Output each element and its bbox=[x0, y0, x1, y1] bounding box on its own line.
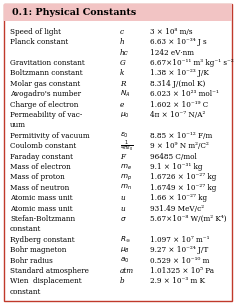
Text: Coulomb constant: Coulomb constant bbox=[10, 142, 76, 150]
Text: $\sigma$: $\sigma$ bbox=[120, 215, 127, 223]
Text: 1.6749 × 10⁻²⁷ kg: 1.6749 × 10⁻²⁷ kg bbox=[150, 184, 216, 192]
Text: c: c bbox=[120, 28, 124, 36]
Text: Gravitation constant: Gravitation constant bbox=[10, 59, 85, 67]
Text: u: u bbox=[120, 205, 125, 213]
Text: constant: constant bbox=[10, 288, 41, 296]
Bar bbox=[4, 4, 232, 21]
Text: R: R bbox=[120, 80, 126, 88]
Text: Atomic mass unit: Atomic mass unit bbox=[10, 194, 73, 202]
Text: 5.67×10⁻⁸ W/(m² K⁴): 5.67×10⁻⁸ W/(m² K⁴) bbox=[150, 215, 227, 223]
Text: $N_A$: $N_A$ bbox=[120, 89, 131, 99]
Text: 1.602 × 10⁻¹⁹ C: 1.602 × 10⁻¹⁹ C bbox=[150, 101, 208, 109]
Text: 3 × 10⁸ m/s: 3 × 10⁸ m/s bbox=[150, 28, 193, 36]
Text: F: F bbox=[120, 152, 125, 160]
Text: 96485 C/mol: 96485 C/mol bbox=[150, 152, 197, 160]
Text: Bohr radius: Bohr radius bbox=[10, 257, 53, 264]
Text: 0.529 × 10⁻¹⁰ m: 0.529 × 10⁻¹⁰ m bbox=[150, 257, 209, 264]
Text: Faraday constant: Faraday constant bbox=[10, 152, 73, 160]
Text: 4π × 10⁻⁷ N/A²: 4π × 10⁻⁷ N/A² bbox=[150, 111, 205, 119]
Text: hc: hc bbox=[120, 48, 129, 56]
Text: $m_e$: $m_e$ bbox=[120, 162, 132, 171]
Text: 1242 eV·nm: 1242 eV·nm bbox=[150, 48, 194, 56]
Text: u: u bbox=[120, 194, 125, 202]
Text: 6.63 × 10⁻³⁴ J s: 6.63 × 10⁻³⁴ J s bbox=[150, 38, 207, 46]
Text: $\mu_0$: $\mu_0$ bbox=[120, 110, 130, 120]
Text: Speed of light: Speed of light bbox=[10, 28, 61, 36]
Text: uum: uum bbox=[10, 121, 26, 129]
Text: 9.1 × 10⁻³¹ kg: 9.1 × 10⁻³¹ kg bbox=[150, 163, 202, 171]
Text: Bohr magneton: Bohr magneton bbox=[10, 246, 66, 254]
Text: $\epsilon_0$: $\epsilon_0$ bbox=[120, 131, 129, 140]
Text: Mass of electron: Mass of electron bbox=[10, 163, 71, 171]
Text: $a_0$: $a_0$ bbox=[120, 256, 129, 265]
Text: Mass of proton: Mass of proton bbox=[10, 173, 65, 181]
Text: e: e bbox=[120, 101, 124, 109]
Text: Mass of neutron: Mass of neutron bbox=[10, 184, 69, 192]
Text: Molar gas constant: Molar gas constant bbox=[10, 80, 80, 88]
Text: 1.66 × 10⁻²⁷ kg: 1.66 × 10⁻²⁷ kg bbox=[150, 194, 207, 202]
Text: Rydberg constant: Rydberg constant bbox=[10, 236, 75, 244]
Text: 1.6726 × 10⁻²⁷ kg: 1.6726 × 10⁻²⁷ kg bbox=[150, 173, 216, 181]
Text: 1.097 × 10⁷ m⁻¹: 1.097 × 10⁷ m⁻¹ bbox=[150, 236, 210, 244]
Text: 6.67×10⁻¹¹ m³ kg⁻¹ s⁻²: 6.67×10⁻¹¹ m³ kg⁻¹ s⁻² bbox=[150, 59, 234, 67]
Text: $\mu_B$: $\mu_B$ bbox=[120, 246, 130, 255]
Text: 8.314 J/(mol K): 8.314 J/(mol K) bbox=[150, 80, 205, 88]
Text: b: b bbox=[120, 277, 125, 285]
Text: Boltzmann constant: Boltzmann constant bbox=[10, 69, 83, 77]
Text: 9 × 10⁹ N m²/C²: 9 × 10⁹ N m²/C² bbox=[150, 142, 209, 150]
Text: h: h bbox=[120, 38, 125, 46]
Text: constant: constant bbox=[10, 225, 41, 233]
Text: atm: atm bbox=[120, 267, 134, 275]
Text: Standard atmosphere: Standard atmosphere bbox=[10, 267, 89, 275]
Text: 1.01325 × 10⁵ Pa: 1.01325 × 10⁵ Pa bbox=[150, 267, 214, 275]
Text: Stefan-Boltzmann: Stefan-Boltzmann bbox=[10, 215, 75, 223]
Text: Atomic mass unit: Atomic mass unit bbox=[10, 205, 73, 213]
Text: Planck constant: Planck constant bbox=[10, 38, 68, 46]
Text: 0.1: Physical Constants: 0.1: Physical Constants bbox=[12, 8, 136, 17]
Text: Wien  displacement: Wien displacement bbox=[10, 277, 82, 285]
Text: 9.27 × 10⁻²⁴ J/T: 9.27 × 10⁻²⁴ J/T bbox=[150, 246, 208, 254]
Text: 8.85 × 10⁻¹² F/m: 8.85 × 10⁻¹² F/m bbox=[150, 132, 212, 140]
Text: k: k bbox=[120, 69, 124, 77]
Text: 931.49 MeV/c²: 931.49 MeV/c² bbox=[150, 205, 204, 213]
Text: G: G bbox=[120, 59, 126, 67]
Text: Permitivity of vacuum: Permitivity of vacuum bbox=[10, 132, 90, 140]
Text: $\frac{1}{4\pi\epsilon_0}$: $\frac{1}{4\pi\epsilon_0}$ bbox=[120, 138, 133, 154]
Text: Charge of electron: Charge of electron bbox=[10, 101, 78, 109]
Text: $m_p$: $m_p$ bbox=[120, 172, 132, 183]
Text: Avogadro's number: Avogadro's number bbox=[10, 90, 81, 98]
Text: 2.9 × 10⁻³ m K: 2.9 × 10⁻³ m K bbox=[150, 277, 205, 285]
Text: $R_\infty$: $R_\infty$ bbox=[120, 235, 131, 244]
Text: 6.023 × 10²³ mol⁻¹: 6.023 × 10²³ mol⁻¹ bbox=[150, 90, 219, 98]
Text: Permeability of vac-: Permeability of vac- bbox=[10, 111, 82, 119]
Text: 1.38 × 10⁻²³ J/K: 1.38 × 10⁻²³ J/K bbox=[150, 69, 209, 77]
Text: $m_n$: $m_n$ bbox=[120, 183, 132, 192]
